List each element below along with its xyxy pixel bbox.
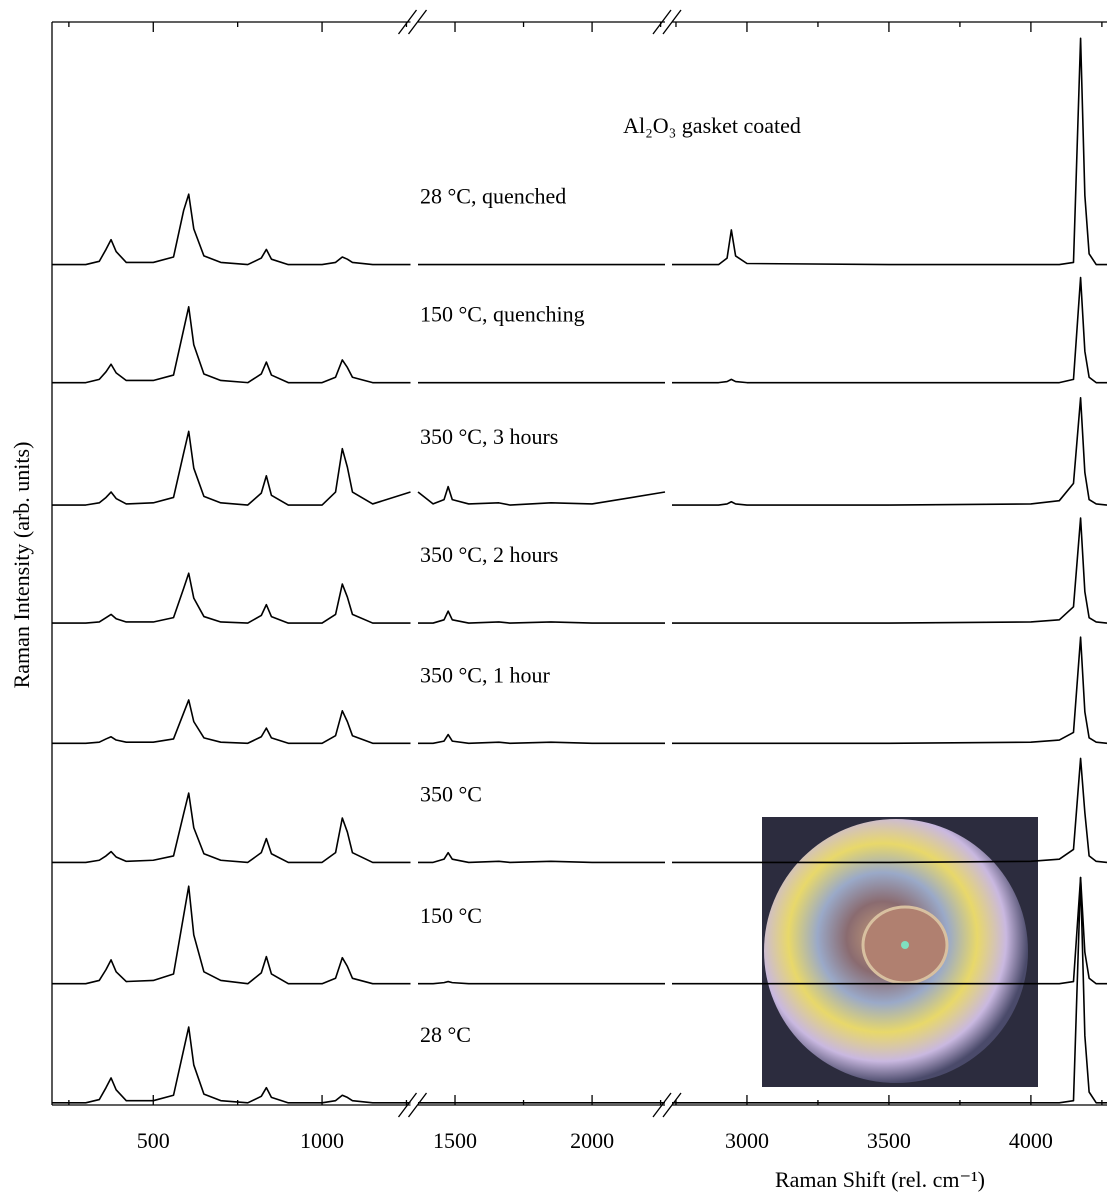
axis-break xyxy=(397,1092,418,1118)
x-tick-label: 1000 xyxy=(300,1128,344,1153)
x-tick-label: 500 xyxy=(137,1128,170,1153)
series-label: 350 °C xyxy=(420,781,482,806)
series-label: 150 °C, quenching xyxy=(420,302,585,327)
axis-break xyxy=(662,1092,682,1118)
spectrum-line xyxy=(52,757,1107,864)
x-axis-label: Raman Shift (rel. cm⁻¹) xyxy=(775,1167,985,1192)
axis-break xyxy=(662,9,682,35)
axis-break xyxy=(397,9,418,35)
x-tick-label: 3000 xyxy=(725,1128,769,1153)
series-label: 28 °C, quenched xyxy=(420,184,566,209)
series-label: 350 °C, 3 hours xyxy=(420,424,558,449)
x-tick-label: 2000 xyxy=(570,1128,614,1153)
spectrum-line xyxy=(52,37,1107,266)
x-tick-label: 4000 xyxy=(1009,1128,1053,1153)
axis-break xyxy=(407,1092,428,1118)
inset-photo xyxy=(762,817,1038,1087)
x-tick-label: 3500 xyxy=(867,1128,911,1153)
axis-break xyxy=(652,1092,672,1118)
spectrum-line xyxy=(52,517,1107,624)
y-axis-label: Raman Intensity (arb. units) xyxy=(9,442,34,689)
spectrum-line xyxy=(52,876,1107,985)
annotation: Al₂O₃ gasket coated xyxy=(623,113,801,138)
spectrum-line xyxy=(52,636,1107,745)
axis-break xyxy=(407,9,428,35)
spectrum-line xyxy=(52,397,1107,506)
x-tick-label: 1500 xyxy=(433,1128,477,1153)
spectrum-line xyxy=(52,876,1107,1104)
axis-break xyxy=(652,9,672,35)
spectrum-line xyxy=(52,276,1107,384)
series-label: 28 °C xyxy=(420,1022,471,1047)
series-label: 350 °C, 1 hour xyxy=(420,662,550,687)
series-label: 350 °C, 2 hours xyxy=(420,542,558,567)
series-label: 150 °C xyxy=(420,903,482,928)
